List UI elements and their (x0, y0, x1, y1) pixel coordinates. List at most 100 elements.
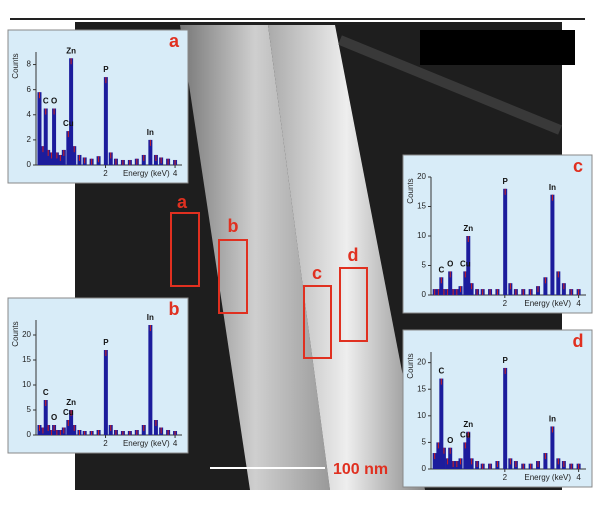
peak-label: P (503, 177, 509, 186)
streak (338, 35, 562, 135)
spectrum-bar (463, 271, 468, 295)
spectrum-bar (52, 108, 57, 165)
region-box (303, 285, 332, 359)
inset-title: c (573, 156, 583, 176)
spectrum-bar (148, 325, 153, 435)
spectrum-bar (466, 236, 471, 295)
peak-label: Zn (463, 224, 473, 233)
spectrum-bar (66, 420, 71, 435)
peak-label: Cu (460, 431, 471, 440)
y-tick-label: 8 (27, 60, 32, 69)
nanowire (180, 25, 330, 490)
x-axis-label: Energy (keV) (123, 439, 170, 448)
scale-bar-label: 100 nm (333, 461, 388, 478)
peak-label: Cu (460, 260, 471, 269)
y-tick-label: 6 (27, 85, 32, 94)
x-tick-label: 2 (503, 299, 508, 308)
peak-label: C (43, 388, 49, 397)
spectrum-bar (103, 77, 108, 165)
peak-label: P (503, 356, 509, 365)
spectrum-bar (432, 453, 437, 469)
peak-label: In (147, 128, 154, 137)
mask (420, 30, 575, 65)
y-tick-label: 5 (422, 438, 427, 447)
spectrum-bar (448, 447, 453, 469)
spectrum-bar (72, 146, 77, 165)
peak-label: Zn (66, 46, 76, 55)
spectrum-bar (49, 152, 54, 165)
inset-title: a (169, 31, 180, 51)
y-tick-label: 20 (417, 358, 426, 367)
y-tick-label: 15 (22, 355, 31, 364)
spectrum-bar (439, 277, 444, 295)
x-axis-label: Energy (keV) (123, 169, 170, 178)
peak-label: O (447, 260, 453, 269)
x-axis-label: Energy (keV) (524, 299, 571, 308)
nanowire (268, 25, 425, 490)
y-axis-label: Counts (11, 53, 20, 78)
y-tick-label: 4 (27, 110, 32, 119)
spectrum-bar (37, 92, 42, 165)
spectrum-bar (148, 139, 153, 165)
x-axis-label: Energy (keV) (524, 473, 571, 482)
peak-label: In (549, 183, 556, 192)
inset-background (402, 154, 593, 314)
spectrum-bar (543, 453, 548, 469)
y-axis-label: Counts (406, 178, 415, 203)
spectrum-bar (441, 447, 446, 469)
y-tick-label: 20 (417, 172, 426, 181)
y-axis-label: Counts (406, 353, 415, 378)
inset-title: b (169, 299, 180, 319)
peak-label: C (438, 265, 444, 274)
y-tick-label: 2 (27, 135, 32, 144)
peak-label: P (103, 338, 109, 347)
spectrum-bar (543, 277, 548, 295)
x-tick-label: 2 (103, 439, 108, 448)
spectrum-bar (503, 367, 508, 469)
region-label: a (177, 192, 188, 212)
peak-label: P (103, 65, 109, 74)
y-axis-label: Counts (11, 321, 20, 346)
spectrum-bar (503, 188, 508, 295)
peak-label: Zn (66, 398, 76, 407)
y-tick-label: 15 (417, 384, 426, 393)
y-tick-label: 10 (417, 231, 426, 240)
x-tick-label: 4 (173, 439, 178, 448)
y-tick-label: 10 (417, 411, 426, 420)
region-label: d (348, 245, 359, 265)
x-tick-label: 4 (576, 299, 581, 308)
peak-label: Cu (63, 408, 74, 417)
spectrum-bar (46, 149, 51, 165)
region-box (339, 267, 368, 342)
spectrum-bar (66, 131, 71, 165)
spectrum-bar (61, 149, 66, 165)
x-tick-label: 4 (576, 473, 581, 482)
spectrum-bar (40, 146, 45, 165)
spectrum-bar (54, 152, 59, 165)
peak-label: O (51, 413, 57, 422)
peak-label: C (438, 367, 444, 376)
spectrum-bar (448, 271, 453, 295)
y-tick-label: 10 (22, 380, 31, 389)
y-tick-label: 20 (22, 330, 31, 339)
spectrum-bar (466, 431, 471, 469)
y-tick-label: 0 (27, 160, 32, 169)
spectrum-bar (550, 194, 555, 295)
peak-label: Cu (63, 119, 74, 128)
spectrum-bar (436, 442, 441, 469)
y-tick-label: 0 (27, 430, 32, 439)
peak-label: C (43, 97, 49, 106)
spectrum-bar (69, 58, 74, 165)
y-tick-label: 0 (422, 464, 427, 473)
spectrum-bar (550, 426, 555, 469)
spectrum-bar (439, 378, 444, 469)
spectrum-bar (556, 271, 561, 295)
spectrum-bar (463, 442, 468, 469)
peak-label: In (147, 313, 154, 322)
peak-label: O (447, 436, 453, 445)
peak-label: Zn (463, 420, 473, 429)
spectrum-bar (43, 108, 48, 165)
spectrum-bar (153, 420, 158, 435)
peak-label: O (51, 97, 57, 106)
